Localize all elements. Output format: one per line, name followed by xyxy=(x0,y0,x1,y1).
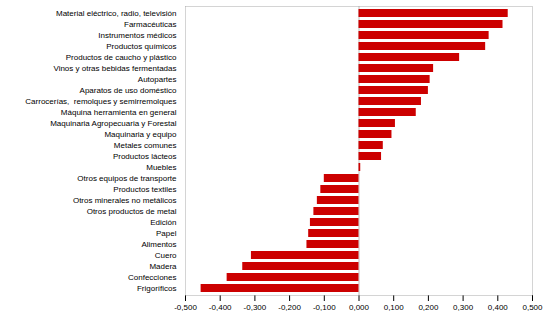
svg-text:Frigoríficos: Frigoríficos xyxy=(137,284,177,293)
svg-text:0,500: 0,500 xyxy=(522,303,543,312)
svg-text:-0,500: -0,500 xyxy=(174,303,197,312)
svg-text:Maquinaria Agropecuaria y Fore: Maquinaria Agropecuaria y Forestal xyxy=(50,119,177,128)
svg-text:Madera: Madera xyxy=(149,262,177,271)
svg-text:Autopartes: Autopartes xyxy=(138,75,177,84)
svg-text:Otros equipos de transporte: Otros equipos de transporte xyxy=(77,174,177,183)
svg-text:Productos textiles: Productos textiles xyxy=(113,185,176,194)
svg-text:Metales comunes: Metales comunes xyxy=(114,141,177,150)
svg-text:0,200: 0,200 xyxy=(418,303,439,312)
svg-text:Maquinaria y equipo: Maquinaria y equipo xyxy=(104,130,177,139)
svg-text:Aparatos de uso doméstico: Aparatos de uso doméstico xyxy=(80,86,177,95)
svg-text:0,100: 0,100 xyxy=(384,303,405,312)
svg-text:Edición: Edición xyxy=(150,218,176,227)
svg-text:Otros minerales no metálicos: Otros minerales no metálicos xyxy=(73,196,177,205)
svg-text:Confecciones: Confecciones xyxy=(128,273,176,282)
svg-text:Instrumentos médicos: Instrumentos médicos xyxy=(98,31,176,40)
svg-text:-0,400: -0,400 xyxy=(209,303,232,312)
svg-text:Productos de caucho y plástico: Productos de caucho y plástico xyxy=(66,53,177,62)
svg-text:-0,200: -0,200 xyxy=(278,303,301,312)
svg-text:Máquina herramienta en general: Máquina herramienta en general xyxy=(61,108,177,117)
svg-text:Farmacéuticas: Farmacéuticas xyxy=(124,20,176,29)
svg-text:Material eléctrico, radio, tel: Material eléctrico, radio, televisión xyxy=(56,9,177,18)
svg-text:Otros productos de metal: Otros productos de metal xyxy=(87,207,177,216)
svg-text:Papel: Papel xyxy=(156,229,177,238)
svg-text:-0,300: -0,300 xyxy=(244,303,267,312)
svg-text:Productos químicos: Productos químicos xyxy=(106,42,176,51)
svg-text:Vinos y otras bebidas fermenta: Vinos y otras bebidas fermentadas xyxy=(53,64,176,73)
svg-text:0,400: 0,400 xyxy=(488,303,509,312)
svg-text:Alimentos: Alimentos xyxy=(141,240,176,249)
svg-text:-0,100: -0,100 xyxy=(313,303,336,312)
svg-text:Carrocerías, remolques y semi: Carrocerías, remolques y semirremolques xyxy=(25,97,176,106)
svg-text:Muebles: Muebles xyxy=(146,163,176,172)
svg-text:0,300: 0,300 xyxy=(453,303,474,312)
svg-text:Productos lácteos: Productos lácteos xyxy=(113,152,177,161)
svg-text:0,000: 0,000 xyxy=(349,303,370,312)
svg-text:Cuero: Cuero xyxy=(155,251,177,260)
